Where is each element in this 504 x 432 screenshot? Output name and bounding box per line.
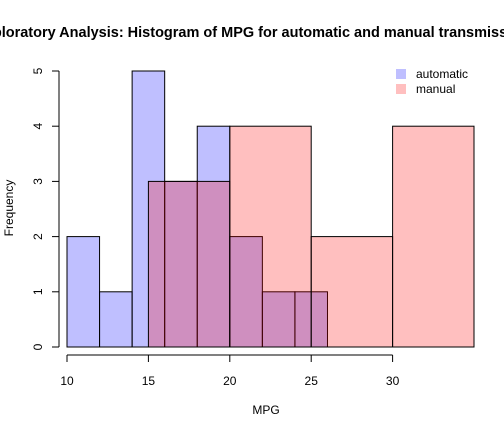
y-tick-label: 2 — [31, 233, 45, 240]
x-axis-label: MPG — [252, 403, 279, 417]
automatic-legend-label: automatic — [416, 67, 468, 81]
y-axis: 0 1 2 3 4 5 — [31, 67, 60, 350]
x-tick-label: 30 — [386, 374, 400, 388]
x-tick-label: 15 — [142, 374, 156, 388]
x-tick-label: 10 — [60, 374, 74, 388]
y-tick-label: 4 — [31, 123, 45, 130]
manual-bar — [310, 236, 394, 348]
chart-title: Exploratory Analysis: Histogram of MPG f… — [0, 25, 504, 41]
y-axis-label: Frequency — [2, 180, 16, 237]
x-axis: 10 15 20 25 30 — [60, 354, 400, 388]
y-tick-label: 0 — [31, 343, 45, 350]
manual-legend-label: manual — [416, 82, 455, 96]
automatic-bar — [196, 125, 231, 348]
automatic-bar — [164, 180, 198, 348]
x-tick-label: 25 — [305, 374, 319, 388]
y-tick-label: 1 — [31, 288, 45, 295]
manual-bar — [392, 125, 475, 348]
x-tick-label: 20 — [223, 374, 237, 388]
bars-group — [66, 70, 475, 348]
manual-bar — [229, 125, 312, 348]
manual-bar — [147, 180, 231, 348]
automatic-bar — [66, 236, 101, 348]
automatic-legend-swatch — [396, 69, 406, 79]
automatic-bar — [99, 291, 133, 348]
y-tick-label: 5 — [31, 67, 45, 74]
y-tick-label: 3 — [31, 178, 45, 185]
manual-legend-swatch — [396, 84, 406, 94]
